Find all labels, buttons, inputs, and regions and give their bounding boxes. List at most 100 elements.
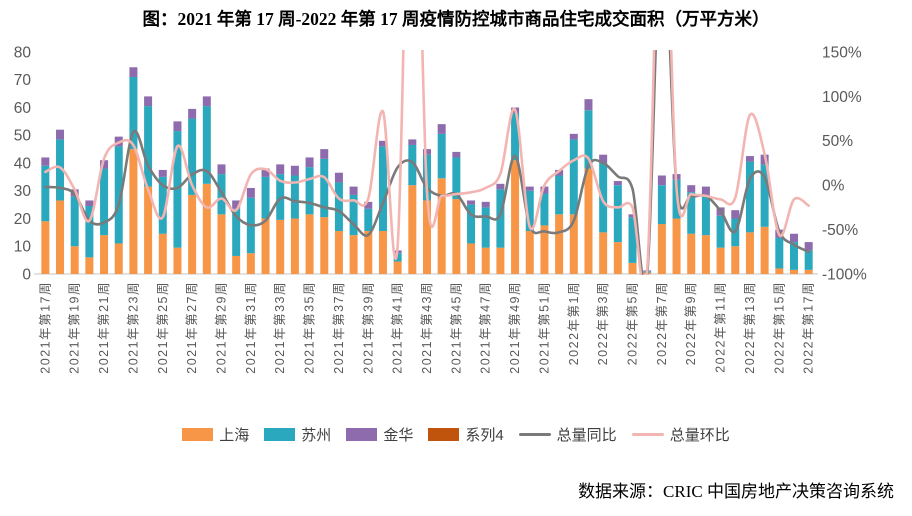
bar-segment-suzhou bbox=[188, 118, 197, 195]
bar-segment-suzhou bbox=[687, 192, 696, 234]
y-right-tick-label: -100% bbox=[822, 266, 867, 283]
bar-segment-suzhou bbox=[452, 157, 461, 200]
bar-segment-shanghai bbox=[613, 242, 622, 274]
bar-segment-suzhou bbox=[144, 106, 153, 187]
bar-segment-shanghai bbox=[701, 235, 710, 274]
bar-segment-shanghai bbox=[731, 246, 740, 274]
bar-segment-jinhua bbox=[305, 157, 314, 168]
bar-segment-suzhou bbox=[628, 217, 637, 263]
legend-label-suzhou: 苏州 bbox=[301, 427, 332, 444]
bar-segment-shanghai bbox=[511, 160, 520, 274]
bar-segment-jinhua bbox=[188, 108, 197, 119]
data-source-note: 数据来源：CRIC 中国房地产决策咨询系统 bbox=[578, 482, 894, 501]
bar-segment-suzhou bbox=[276, 174, 285, 220]
chart-title: 图：2021 年第 17 周-2022 年第 17 周疫情防控城市商品住宅成交面… bbox=[142, 9, 770, 29]
x-tick-label: 2021年第27周 bbox=[185, 281, 199, 374]
bar-segment-suzhou bbox=[232, 208, 241, 256]
bar-segment-jinhua bbox=[202, 96, 211, 107]
bar-segment-shanghai bbox=[144, 186, 153, 274]
bar-segment-shanghai bbox=[202, 183, 211, 274]
bar-segment-shanghai bbox=[56, 200, 65, 274]
bar-segment-suzhou bbox=[202, 106, 211, 184]
bar-segment-shanghai bbox=[41, 221, 50, 274]
legend-label-mom: 总量环比 bbox=[669, 427, 730, 444]
bar-segment-suzhou bbox=[85, 206, 94, 258]
bar-segment-suzhou bbox=[56, 139, 65, 201]
bar-segment-shanghai bbox=[217, 214, 226, 274]
y-left-tick-label: 50 bbox=[14, 128, 32, 145]
legend-label-shanghai: 上海 bbox=[219, 427, 250, 444]
y-left-tick-label: 10 bbox=[14, 239, 32, 256]
y-right-tick-label: 150% bbox=[822, 44, 862, 61]
bar-segment-suzhou bbox=[393, 253, 402, 262]
legend-item-mom: 总量环比 bbox=[631, 424, 730, 445]
x-tick-label: 2021年第43周 bbox=[420, 281, 434, 374]
bar-segment-shanghai bbox=[246, 253, 255, 274]
x-tick-label: 2021年第49周 bbox=[508, 281, 522, 374]
y-left-tick-label: 70 bbox=[14, 72, 32, 89]
bar-segment-jinhua bbox=[701, 186, 710, 195]
legend-item-shanghai: 上海 bbox=[182, 424, 249, 445]
x-tick-label: 2022年第15周 bbox=[772, 281, 786, 374]
bar-segment-jinhua bbox=[100, 160, 109, 169]
bar-segment-shanghai bbox=[70, 246, 79, 274]
legend-item-suzhou: 苏州 bbox=[264, 424, 331, 445]
bar-segment-jinhua bbox=[613, 181, 622, 186]
bar-segment-shanghai bbox=[628, 262, 637, 274]
bar-segment-jinhua bbox=[657, 175, 666, 186]
legend-swatch-shanghai bbox=[182, 428, 214, 441]
bar-segment-shanghai bbox=[232, 255, 241, 274]
bar-segment-shanghai bbox=[320, 217, 329, 274]
bar-segment-shanghai bbox=[687, 233, 696, 274]
x-tick-label: 2022年第3周 bbox=[596, 281, 610, 365]
bar-segment-jinhua bbox=[687, 185, 696, 193]
bar-segment-suzhou bbox=[408, 144, 417, 186]
bar-segment-suzhou bbox=[657, 185, 666, 225]
x-tick-label: 2022年第1周 bbox=[567, 281, 581, 365]
x-tick-label: 2022年第5周 bbox=[626, 281, 640, 365]
bar-segment-jinhua bbox=[437, 124, 446, 134]
bar-segment-shanghai bbox=[775, 268, 784, 274]
bar-segment-shanghai bbox=[437, 178, 446, 274]
bar-segment-suzhou bbox=[540, 193, 549, 226]
bar-segment-suzhou bbox=[305, 167, 314, 215]
x-tick-label: 2021年第19周 bbox=[68, 281, 82, 374]
bar-segment-suzhou bbox=[555, 175, 564, 215]
legend-item-jinhua: 金华 bbox=[346, 424, 413, 445]
x-tick-label: 2022年第9周 bbox=[684, 281, 698, 365]
bar-segment-shanghai bbox=[481, 247, 490, 274]
bar-segment-shanghai bbox=[789, 269, 798, 274]
bar-segment-jinhua bbox=[555, 169, 564, 176]
y-right-tick-label: 0% bbox=[822, 178, 845, 195]
bar-segment-jinhua bbox=[540, 186, 549, 194]
bar-segment-shanghai bbox=[760, 226, 769, 274]
x-tick-label: 2022年第7周 bbox=[655, 281, 669, 365]
bar-segment-suzhou bbox=[378, 146, 387, 231]
bar-segment-suzhou bbox=[129, 76, 138, 150]
bar-segment-shanghai bbox=[129, 149, 138, 274]
bar-segment-jinhua bbox=[276, 164, 285, 175]
bar-segment-jinhua bbox=[467, 200, 476, 205]
bar-segment-suzhou bbox=[716, 215, 725, 248]
bar-segment-suzhou bbox=[173, 131, 182, 248]
bar-segment-suzhou bbox=[569, 139, 578, 215]
bar-segment-jinhua bbox=[378, 140, 387, 147]
bar-segment-jinhua bbox=[232, 200, 241, 209]
legend-swatch-mom-line bbox=[631, 433, 664, 436]
bar-segment-suzhou bbox=[158, 176, 167, 234]
bar-segment-shanghai bbox=[173, 247, 182, 274]
bar-segment-suzhou bbox=[613, 185, 622, 243]
bar-segment-suzhou bbox=[100, 168, 109, 236]
bar-segment-jinhua bbox=[41, 157, 50, 166]
bar-segment-suzhou bbox=[261, 176, 270, 219]
legend-item-yoy: 总量同比 bbox=[518, 424, 617, 445]
x-tick-label: 2021年第29周 bbox=[214, 281, 228, 374]
bar-segment-jinhua bbox=[334, 172, 343, 183]
y-right-tick-label: -50% bbox=[822, 222, 858, 239]
legend-item-series4: 系列4 bbox=[428, 424, 504, 445]
bar-segment-shanghai bbox=[158, 233, 167, 274]
bar-segment-jinhua bbox=[452, 151, 461, 158]
mom-line bbox=[44, 50, 810, 275]
